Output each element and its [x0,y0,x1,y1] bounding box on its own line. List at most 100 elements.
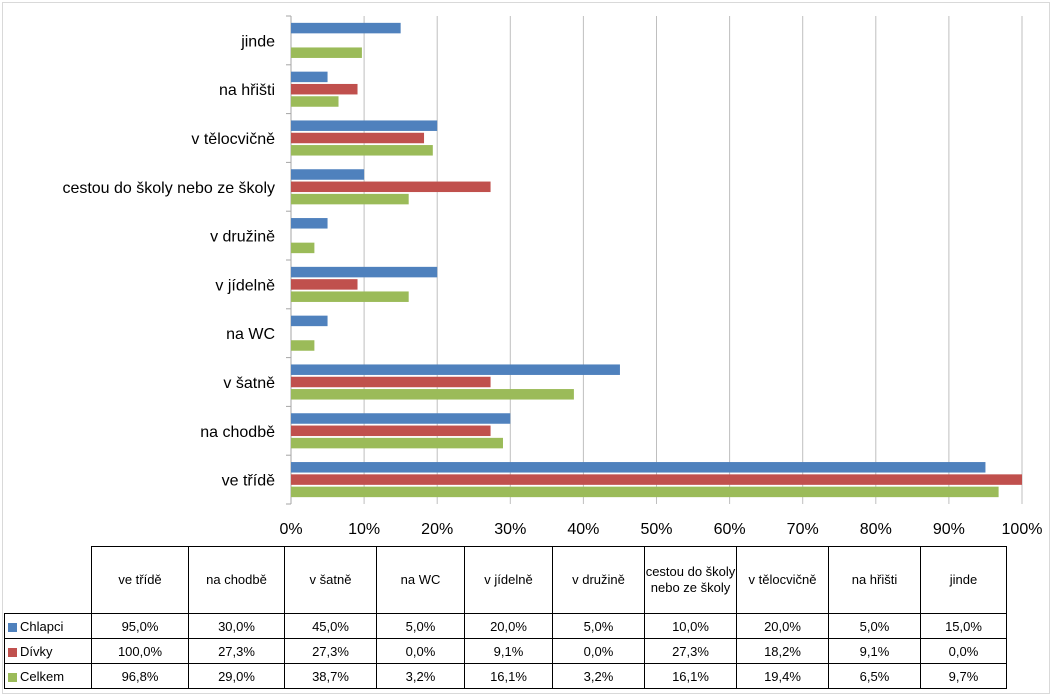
table-column-header: v jídelně [464,546,553,614]
table-column-header: jinde [920,546,1007,614]
table-cell: 10,0% [644,613,737,639]
bar-dívky [291,376,491,388]
category-label: v jídelně [215,277,275,294]
bar-chart: 0% 10% 20% 30% 40% 50% 60% 70% 80% 90% 100% ve tříd… [62,15,1043,538]
table-cell: 20,0% [464,613,553,639]
table-row: Dívky 100,0% 27,3% 27,3% 0,0% 9,1% 0,0% 27,3% 18… [4,638,1007,664]
bar-chlapci [291,266,438,278]
table-column-header: v družině [552,546,645,614]
legend-entry: Chlapci [4,613,92,639]
table-cell: 16,1% [644,663,737,689]
table-cell: 27,3% [188,638,285,664]
category-label: na chodbě [200,424,275,441]
bar-celkem [291,389,574,400]
table-cell: 0,0% [376,638,465,664]
bar-celkem [291,291,409,302]
table-column-header: ve třídě [91,546,189,614]
table-cell: 29,0% [188,663,285,689]
category-label: v šatně [223,375,275,392]
data-table: ve třídě na chodbě v šatně na WC v jídelně v … [4,546,1007,689]
x-tick-label: 0% [279,521,302,538]
legend-swatch [8,647,17,657]
bar-celkem [291,242,315,254]
legend-label: Dívky [20,643,53,659]
bar-celkem [291,96,339,107]
table-column-header: na chodbě [188,546,285,614]
table-column-header: v šatně [284,546,377,614]
table-column-header: na WC [376,546,465,614]
table-cell: 100,0% [91,638,189,664]
table-cell: 5,0% [552,613,645,639]
bar-chlapci [291,315,328,327]
bar-chlapci [291,413,511,424]
table-column-header: na hřišti [828,546,921,614]
bar-celkem [291,486,999,498]
category-label: v tělocvičně [191,131,275,148]
category-label: na WC [226,326,275,343]
x-tick-label: 40% [567,521,599,538]
table-cell: 5,0% [828,613,921,639]
table-cell: 16,1% [464,663,553,689]
category-label: jinde [240,33,275,50]
bar-dívky [291,83,358,95]
bar-celkem [291,193,409,205]
table-column-header: cestou do školy nebo ze školy [644,546,737,614]
table-corner [4,546,92,614]
x-tick-label: 60% [714,521,746,538]
table-cell: 3,2% [552,663,645,689]
bar-dívky [291,474,1022,485]
table-cell: 9,1% [464,638,553,664]
bar-chlapci [291,218,328,229]
category-label: v družině [210,229,275,246]
x-tick-label: 100% [1002,521,1043,538]
table-column-header: v tělocvičně [736,546,829,614]
table-cell: 6,5% [828,663,921,689]
table-cell: 5,0% [376,613,465,639]
table-cell: 27,3% [284,638,377,664]
table-cell: 9,7% [920,663,1007,689]
table-cell: 19,4% [736,663,829,689]
table-cell: 0,0% [920,638,1007,664]
bar-chlapci [291,462,986,473]
table-cell: 0,0% [552,638,645,664]
table-cell: 3,2% [376,663,465,689]
bar-dívky [291,132,425,144]
category-label: cestou do školy nebo ze školy [62,180,275,197]
bar-dívky [291,425,491,437]
bar-chlapci [291,364,620,375]
legend-entry: Dívky [4,638,92,664]
bar-celkem [291,340,315,351]
table-cell: 30,0% [188,613,285,639]
table-row: Celkem 96,8% 29,0% 38,7% 3,2% 16,1% 3,2% 16,1% 1… [4,663,1007,689]
bar-chlapci [291,120,438,131]
bar-chlapci [291,169,365,180]
legend-swatch [8,672,17,682]
category-label: na hřišti [219,82,275,99]
x-tick-label: 80% [860,521,892,538]
x-tick-label: 10% [348,521,380,538]
x-tick-label: 20% [421,521,453,538]
category-label: ve třídě [222,473,275,490]
table-cell: 27,3% [644,638,737,664]
legend-swatch [8,622,17,632]
table-row: Chlapci 95,0% 30,0% 45,0% 5,0% 20,0% 5,0% 10,0%… [4,613,1007,639]
bar-chlapci [291,71,328,83]
bar-celkem [291,47,362,58]
bar-chlapci [291,22,401,34]
table-cell: 18,2% [736,638,829,664]
table-cell: 9,1% [828,638,921,664]
x-tick-label: 90% [933,521,965,538]
x-tick-label: 30% [494,521,526,538]
legend-label: Celkem [20,668,65,684]
table-cell: 95,0% [91,613,189,639]
table-cell: 20,0% [736,613,829,639]
bar-dívky [291,181,491,193]
bar-celkem [291,437,503,449]
bar-celkem [291,145,433,156]
table-cell: 96,8% [91,663,189,689]
table-cell: 15,0% [920,613,1007,639]
legend-label: Chlapci [20,618,64,634]
table-cell: 38,7% [284,663,377,689]
x-tick-label: 70% [787,521,819,538]
